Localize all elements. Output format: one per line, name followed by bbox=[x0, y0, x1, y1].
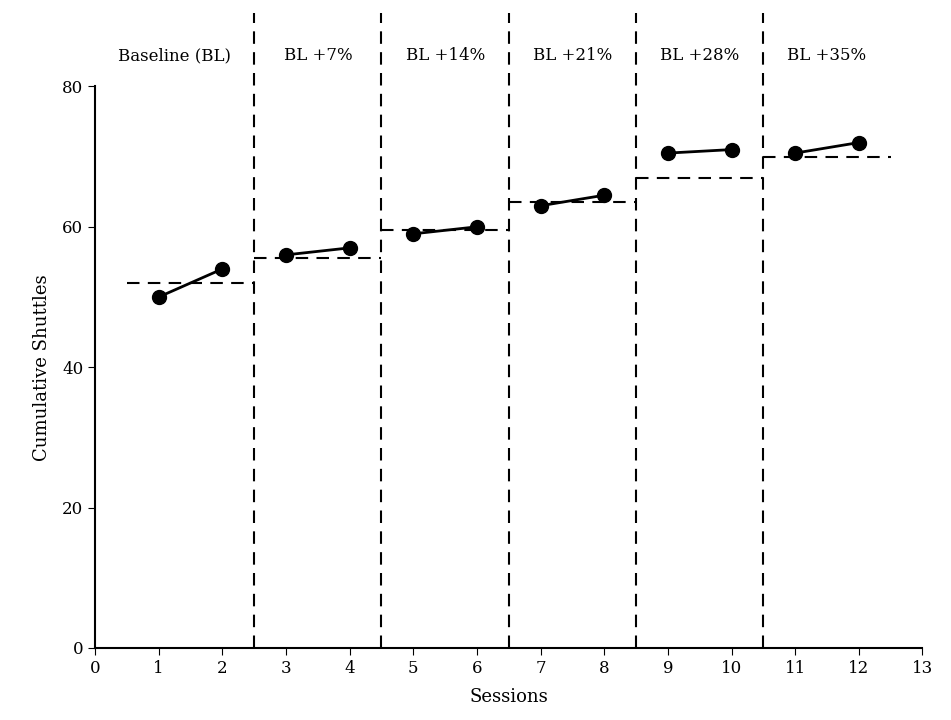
Text: BL +21%: BL +21% bbox=[533, 47, 612, 64]
X-axis label: Sessions: Sessions bbox=[470, 688, 548, 706]
Text: BL +7%: BL +7% bbox=[283, 47, 352, 64]
Text: Baseline (BL): Baseline (BL) bbox=[118, 47, 231, 64]
Y-axis label: Cumulative Shuttles: Cumulative Shuttles bbox=[33, 274, 51, 461]
Text: BL +28%: BL +28% bbox=[660, 47, 739, 64]
Text: BL +14%: BL +14% bbox=[405, 47, 485, 64]
Text: BL +35%: BL +35% bbox=[787, 47, 866, 64]
